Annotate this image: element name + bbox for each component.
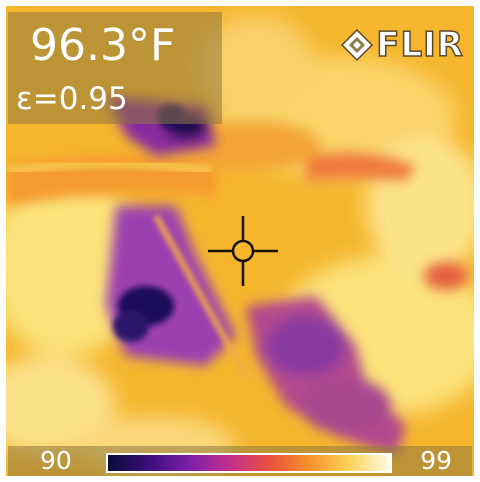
scale-min-label: 90 [40, 446, 72, 475]
scale-max-label: 99 [420, 446, 452, 475]
temperature-panel: 96.3°F ε=0.95 [8, 12, 222, 124]
brand-name: FLIR [376, 25, 464, 65]
thermal-image-frame: 96.3°F ε=0.95 FLIR 90 99 [6, 6, 474, 476]
flir-logo: FLIR [340, 25, 464, 65]
color-scale-gradient [106, 453, 392, 473]
temperature-scale: 90 99 [8, 446, 472, 476]
emissivity-value: ε=0.95 [16, 81, 128, 117]
temperature-reading: 96.3°F [30, 20, 176, 71]
flir-diamond-icon [341, 28, 374, 62]
crosshair-icon [208, 216, 278, 286]
